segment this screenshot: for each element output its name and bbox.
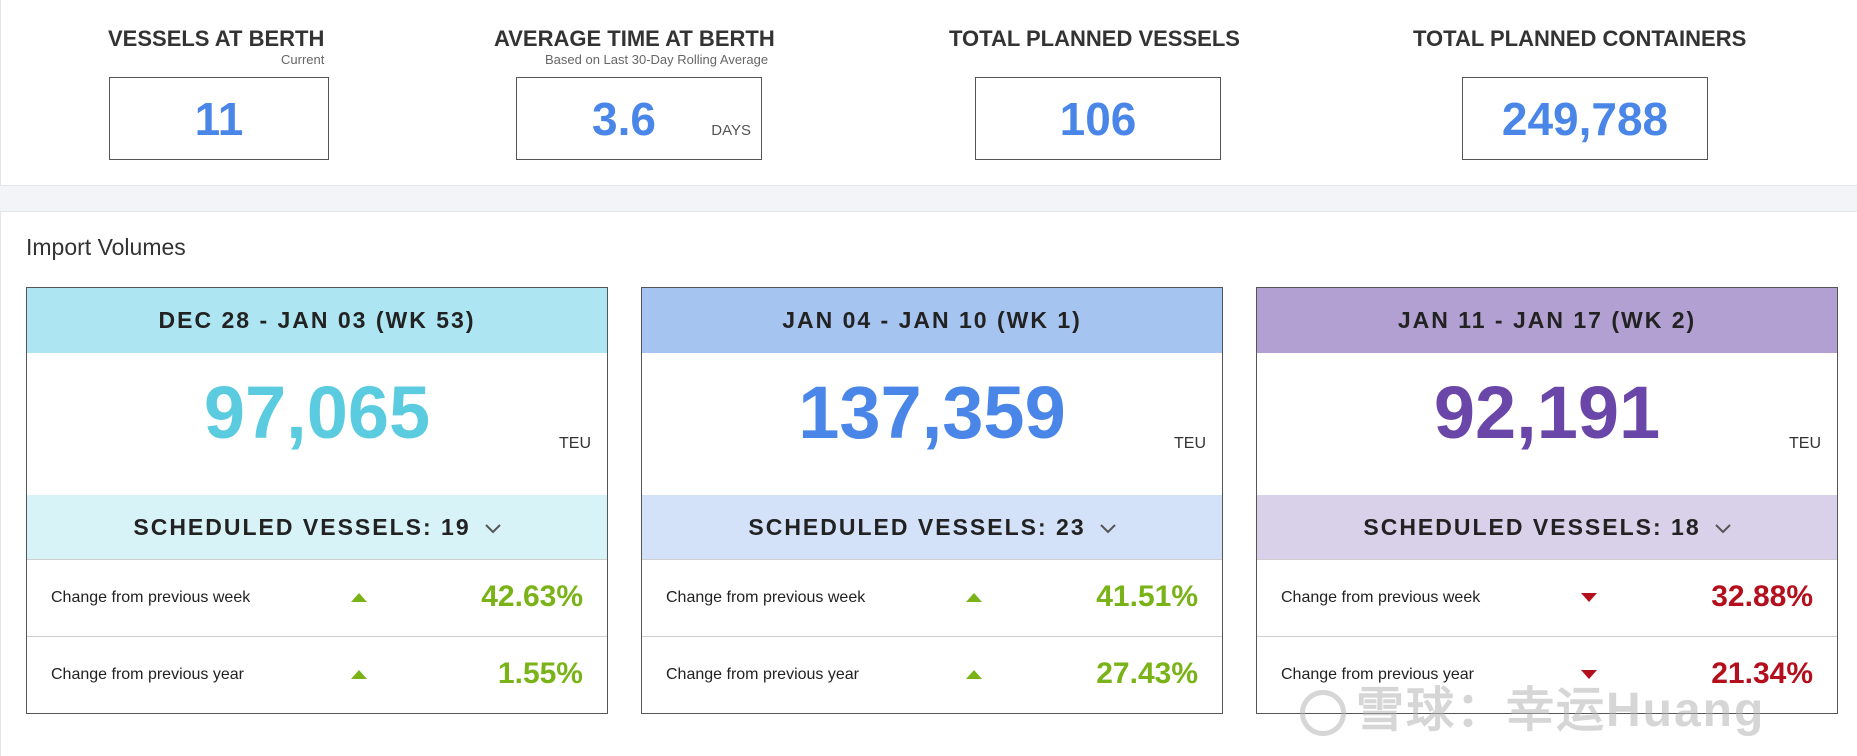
change-label: Change from previous week <box>666 589 866 606</box>
chevron-down-icon[interactable] <box>1099 494 1116 558</box>
arrow-up-icon <box>966 670 982 679</box>
change-label: Change from previous year <box>666 666 859 683</box>
kpi-value: 249,788 <box>1501 93 1669 145</box>
kpi-title: AVERAGE TIME AT BERTH <box>494 26 775 51</box>
kpi-value: 106 <box>1059 93 1137 145</box>
arrow-down-icon <box>1581 593 1597 602</box>
scheduled-vessels-label: SCHEDULED VESSELS: 23 <box>748 514 1086 540</box>
change-value: 42.63% <box>481 580 583 613</box>
kpi-title: VESSELS AT BERTH <box>108 26 325 51</box>
scheduled-vessels-toggle[interactable]: SCHEDULED VESSELS: 23 <box>642 495 1222 559</box>
kpi-subtitle: Current <box>281 52 325 67</box>
kpi-value-box: 249,788 <box>1462 77 1708 160</box>
section-title: Import Volumes <box>26 234 186 260</box>
change-label: Change from previous year <box>51 666 244 683</box>
arrow-up-icon <box>966 593 982 602</box>
chevron-down-icon[interactable] <box>484 494 501 558</box>
week-total-teu: 92,191 <box>1433 371 1661 454</box>
change-value: 41.51% <box>1096 580 1198 613</box>
import-volumes-panel: Import Volumes DEC 28 - JAN 03 (WK 53) 9… <box>0 211 1857 756</box>
scheduled-vessels-label: SCHEDULED VESSELS: 18 <box>1363 514 1701 540</box>
change-label: Change from previous week <box>1281 589 1481 606</box>
kpi-panel: VESSELS AT BERTH Current 11 AVERAGE TIME… <box>0 0 1857 186</box>
arrow-up-icon <box>351 670 367 679</box>
arrow-up-icon <box>351 593 367 602</box>
week-total-unit: TEU <box>1174 435 1206 452</box>
week-total-unit: TEU <box>1789 435 1821 452</box>
change-value: 21.34% <box>1711 657 1813 690</box>
kpi-value-box: 3.6 DAYS <box>516 77 762 160</box>
change-previous-year-row: Change from previous year 21.34% <box>1257 636 1837 713</box>
kpi-value: 3.6 <box>592 93 656 145</box>
arrow-down-icon <box>1581 670 1597 679</box>
week-total-teu: 97,065 <box>203 371 431 454</box>
snowball-logo-icon <box>1300 690 1346 737</box>
change-previous-week-row: Change from previous week 32.88% <box>1257 559 1837 637</box>
week-card-wk2: JAN 11 - JAN 17 (WK 2) 92,191 TEU SCHEDU… <box>1256 287 1838 714</box>
watermark: 雪球：幸运Huang <box>1300 670 1765 740</box>
week-total-teu: 137,359 <box>798 371 1066 454</box>
scheduled-vessels-toggle[interactable]: SCHEDULED VESSELS: 18 <box>1257 495 1837 559</box>
kpi-unit: DAYS <box>711 122 751 139</box>
week-card-wk53: DEC 28 - JAN 03 (WK 53) 97,065 TEU SCHED… <box>26 287 608 714</box>
change-value: 32.88% <box>1711 580 1813 613</box>
chevron-down-icon[interactable] <box>1714 494 1731 558</box>
week-range-header: JAN 04 - JAN 10 (WK 1) <box>642 288 1222 353</box>
change-previous-year-row: Change from previous year 1.55% <box>27 636 607 713</box>
change-previous-year-row: Change from previous year 27.43% <box>642 636 1222 713</box>
week-card-wk1: JAN 04 - JAN 10 (WK 1) 137,359 TEU SCHED… <box>641 287 1223 714</box>
kpi-title: TOTAL PLANNED VESSELS <box>949 26 1240 51</box>
change-label: Change from previous year <box>1281 666 1474 683</box>
scheduled-vessels-label: SCHEDULED VESSELS: 19 <box>133 514 471 540</box>
change-label: Change from previous week <box>51 589 251 606</box>
change-previous-week-row: Change from previous week 42.63% <box>27 559 607 637</box>
kpi-value-box: 11 <box>109 77 329 160</box>
kpi-value: 11 <box>194 93 244 145</box>
kpi-subtitle: Based on Last 30-Day Rolling Average <box>545 52 769 67</box>
change-value: 1.55% <box>497 657 583 690</box>
week-range-header: DEC 28 - JAN 03 (WK 53) <box>27 288 607 353</box>
change-value: 27.43% <box>1096 657 1198 690</box>
watermark-text: 雪球：幸运Huang <box>1356 684 1766 737</box>
scheduled-vessels-toggle[interactable]: SCHEDULED VESSELS: 19 <box>27 495 607 559</box>
change-previous-week-row: Change from previous week 41.51% <box>642 559 1222 637</box>
week-range-header: JAN 11 - JAN 17 (WK 2) <box>1257 288 1837 353</box>
week-total-unit: TEU <box>559 435 591 452</box>
kpi-title: TOTAL PLANNED CONTAINERS <box>1413 26 1747 51</box>
kpi-value-box: 106 <box>975 77 1221 160</box>
